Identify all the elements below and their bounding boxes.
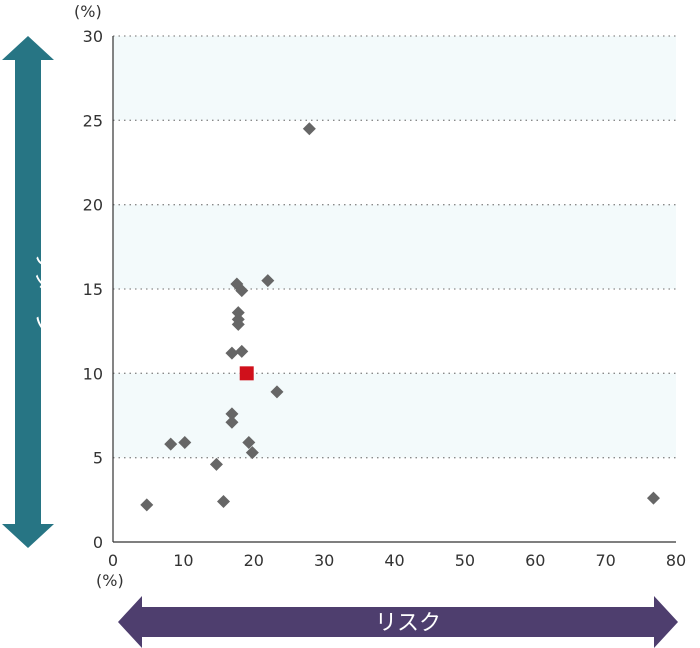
x-tick-label: 30 (314, 551, 334, 570)
data-point (216, 495, 230, 509)
data-point (164, 437, 178, 451)
data-point (231, 306, 245, 320)
data-point (261, 274, 275, 288)
data-point (231, 317, 245, 331)
y-tick-label: 30 (83, 27, 103, 46)
data-point (209, 457, 223, 471)
data-point (235, 284, 249, 298)
x-tick-label: 60 (525, 551, 545, 570)
y-tick-labels: 0 5 10 15 20 25 30 (83, 27, 103, 552)
y-tick-label: 25 (83, 111, 103, 130)
data-point (302, 122, 316, 136)
x-axis-label: リスク (375, 611, 441, 636)
data-point (646, 491, 660, 505)
data-point (235, 344, 249, 358)
data-point (225, 415, 239, 429)
y-tick-label: 15 (83, 280, 103, 299)
x-tick-label: 80 (666, 551, 686, 570)
y-axis-label: リターン (31, 249, 56, 336)
x-tick-label: 40 (384, 551, 404, 570)
axes (112, 36, 676, 543)
x-tick-label: 0 (108, 551, 118, 570)
data-point (270, 385, 284, 399)
data-point (225, 407, 239, 421)
x-tick-label: 10 (173, 551, 193, 570)
y-axis-arrow: リターン (2, 36, 56, 548)
background-band (113, 204, 676, 289)
x-tick-label: 70 (595, 551, 615, 570)
y-tick-label: 10 (83, 364, 103, 383)
y-tick-label: 20 (83, 196, 103, 215)
x-tick-labels: 0 10 20 30 40 50 60 70 80 (108, 551, 686, 570)
background-bands (113, 36, 676, 458)
background-band (113, 373, 676, 458)
x-tick-label: 50 (455, 551, 475, 570)
data-point (225, 346, 239, 360)
x-tick-label: 20 (244, 551, 264, 570)
highlight-point (239, 366, 254, 381)
y-tick-label: 5 (93, 449, 103, 468)
data-points (140, 122, 660, 512)
data-point (245, 446, 259, 460)
gridlines (113, 35, 676, 459)
x-axis-arrow: リスク (118, 596, 678, 648)
y-tick-label: 0 (93, 533, 103, 552)
data-point (242, 435, 256, 449)
y-unit-label: (%) (74, 2, 102, 21)
data-point (178, 435, 192, 449)
data-point (140, 498, 154, 512)
background-band (113, 36, 676, 121)
x-unit-label: (%) (96, 571, 124, 590)
